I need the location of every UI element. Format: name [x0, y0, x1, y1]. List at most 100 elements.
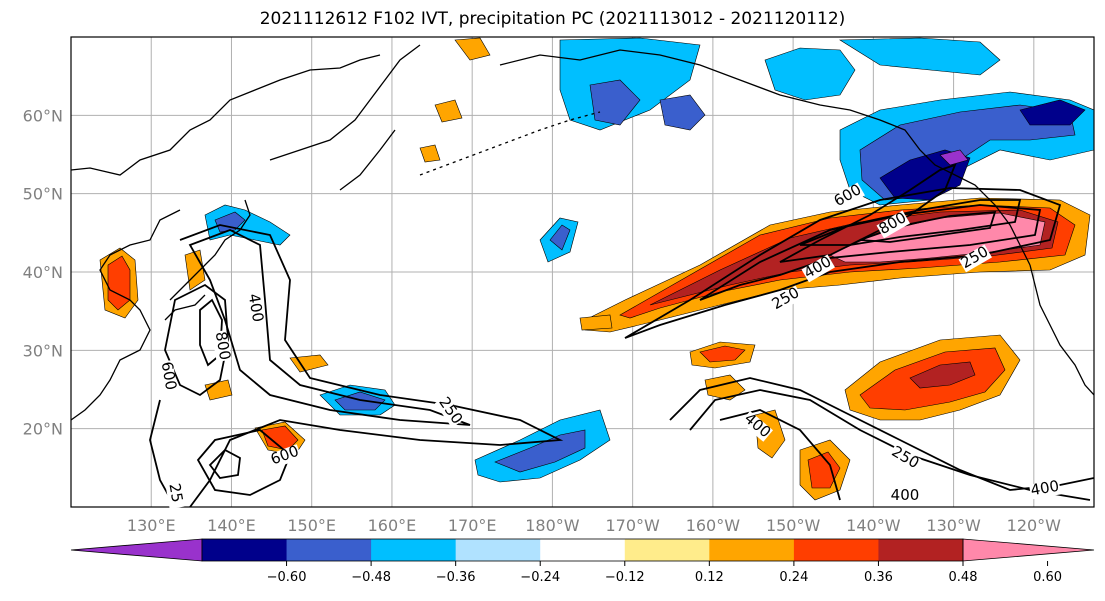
ivt-contour-label: 400 — [245, 292, 268, 323]
precip-positive-small-1 — [289, 354, 329, 373]
precip-positive-korea-red — [107, 255, 131, 311]
precip-negative-central2 — [549, 224, 571, 251]
precip-negative-alaska-5 — [838, 37, 1001, 76]
ivt-contour-ar-250 — [624, 187, 1062, 339]
colorbar-tick-label: 0.24 — [779, 570, 808, 585]
colorbar-tick-label: −0.60 — [267, 570, 307, 585]
precip-positive-small-4 — [454, 37, 491, 61]
precip-positive-small-5 — [419, 144, 441, 163]
precip-positive-small-7 — [579, 314, 613, 331]
precip-positive-small-2 — [204, 379, 233, 401]
precip-positive-japan-s-red — [261, 425, 299, 451]
coastline-asia — [71, 54, 381, 421]
colorbar-segment — [793, 539, 879, 561]
colorbar-tick-label: −0.12 — [605, 570, 645, 585]
ivt-contour-sub-400b — [719, 409, 841, 501]
contour-label-bg — [801, 254, 835, 283]
longitude-labels: 130°E 140°E 150°E 160°E 170°E 180°W 170°W 160°W… — [127, 516, 1061, 535]
precip-negative-alaska-1 — [764, 47, 856, 101]
longitude-label: 160°E — [368, 516, 417, 535]
precip-positive-ne-sub-dark — [909, 361, 976, 389]
coastlines — [71, 44, 1094, 421]
coastline-alaska — [499, 49, 1031, 266]
ivt-contour-ar-400 — [699, 204, 1042, 301]
colorbar-extend-low — [70, 538, 203, 562]
precip-negative-alaska-4 — [659, 94, 706, 131]
contour-label-bg — [164, 477, 185, 510]
longitude-label: 120°W — [1007, 516, 1062, 535]
longitude-label: 130°W — [926, 516, 981, 535]
colorbar-tick-label: 0.60 — [1033, 570, 1062, 585]
coastline-kamchatka — [269, 44, 421, 191]
colorbar-segment — [371, 539, 457, 561]
colorbar-segment — [540, 539, 626, 561]
contour-label-bg — [831, 182, 865, 211]
colorbar-tick-label: 0.36 — [864, 570, 893, 585]
longitude-label: 140°E — [207, 516, 256, 535]
longitude-label: 160°W — [686, 516, 741, 535]
colorbar-segment — [286, 539, 372, 561]
ivt-contour-asia-250 — [179, 224, 564, 507]
colorbar-tick-label: 0.48 — [949, 570, 978, 585]
precip-positive-hawaii-5 — [807, 451, 841, 489]
aleutians — [419, 111, 601, 176]
colorbar-outline — [201, 538, 964, 562]
ivt-contour-label: 400 — [891, 486, 920, 504]
colorbar-segment — [455, 539, 541, 561]
contour-label-bg — [211, 330, 232, 363]
longitude-label: 140°W — [846, 516, 901, 535]
latitude-label: 30°N — [23, 341, 63, 360]
ivt-contour-ring-600 — [196, 429, 292, 496]
precipitation-shading — [99, 37, 1094, 501]
colorbar-segment — [202, 539, 288, 561]
coastline-namerica — [1029, 264, 1094, 396]
latitude-label: 60°N — [23, 106, 63, 125]
contour-label-bg — [958, 244, 992, 273]
longitude-label: 170°W — [605, 516, 660, 535]
precip-positive-small-6 — [434, 99, 463, 123]
colorbar-tick-label: 0.12 — [695, 570, 724, 585]
latitude-label: 50°N — [23, 185, 63, 204]
contour-label-bg — [434, 394, 465, 428]
colorbar-tick-label: −0.24 — [520, 570, 560, 585]
contour-label-bg — [244, 292, 265, 325]
ivt-contour-label: 600 — [158, 360, 181, 391]
contour-label-bg — [876, 210, 910, 239]
ivt-contour-labels: 2504006008006008004002504002504006002504… — [157, 180, 1062, 510]
colorbar-segment — [624, 539, 710, 561]
precip-positive-hawaii-2 — [699, 345, 746, 363]
colorbar: −0.60 −0.48 −0.36 −0.24 −0.12 0.12 0.24 0.36 0.4… — [70, 538, 1095, 585]
ivt-contour-label: 800 — [212, 330, 235, 361]
longitude-label: 170°E — [448, 516, 497, 535]
colorbar-extend-high — [962, 538, 1095, 562]
longitude-label: 130°E — [127, 516, 176, 535]
contour-label-bg — [888, 444, 922, 473]
ivt-contour-label: 400 — [1029, 477, 1060, 500]
contour-label-bg — [769, 285, 803, 314]
longitude-label: 180°W — [525, 516, 580, 535]
ivt-contour-ar-bc — [779, 163, 957, 263]
latitude-labels: 60°N 50°N 40°N 30°N 20°N — [23, 106, 63, 438]
colorbar-segment — [878, 539, 964, 561]
colorbar-tick-label: −0.48 — [351, 570, 391, 585]
contour-label-bg — [157, 360, 178, 393]
map-title: 2021112612 F102 IVT, precipitation PC (2… — [259, 9, 846, 29]
precip-negative-japan2 — [214, 211, 246, 233]
colorbar-tick-label: −0.36 — [436, 570, 476, 585]
longitude-label: 150°E — [287, 516, 336, 535]
longitude-label: 150°W — [766, 516, 821, 535]
map-frame — [70, 36, 1095, 508]
colorbar-segment — [709, 539, 795, 561]
precip-negative-bc-dark2 — [1019, 99, 1086, 126]
ivt-contour-label: 25 — [165, 482, 186, 504]
ivt-contour-sub-250 — [689, 389, 1091, 501]
contour-label-bg — [740, 410, 773, 442]
latitude-label: 40°N — [23, 263, 63, 282]
contour-label-bg — [890, 489, 920, 504]
contour-label-bg — [268, 444, 302, 469]
ivt-contour-ring-inner — [208, 448, 241, 479]
coastline-japan — [164, 199, 251, 321]
precip-negative-bc-purple — [939, 149, 969, 166]
latitude-label: 20°N — [23, 420, 63, 439]
